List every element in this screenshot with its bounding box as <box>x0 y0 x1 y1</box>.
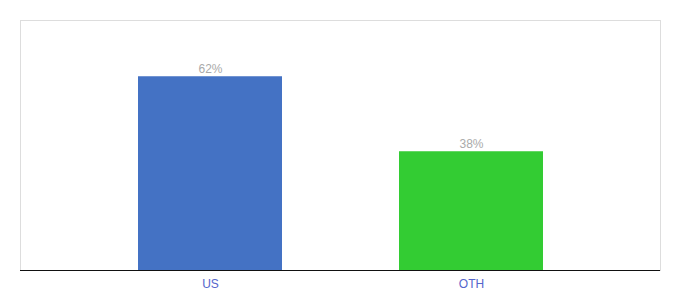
svg-text:OTH: OTH <box>459 277 484 291</box>
svg-text:US: US <box>202 277 219 291</box>
svg-text:62%: 62% <box>198 62 222 76</box>
svg-text:38%: 38% <box>459 137 483 151</box>
